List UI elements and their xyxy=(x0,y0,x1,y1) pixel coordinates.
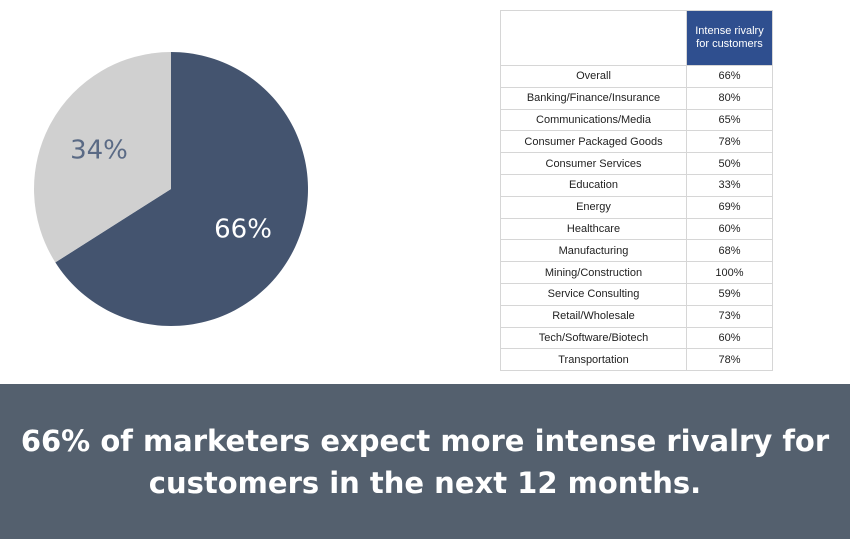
table-row: Communications/Media 65% xyxy=(500,108,773,132)
percentage-cell: 60% xyxy=(686,326,773,350)
percentage-cell: 66% xyxy=(686,65,773,88)
percentage-cell: 73% xyxy=(686,304,773,328)
table-row: Service Consulting 59% xyxy=(500,282,773,306)
caption-text: 66% of marketers expect more intense riv… xyxy=(20,423,830,500)
industry-cell: Transportation xyxy=(500,348,687,372)
table-row: Consumer Packaged Goods 78% xyxy=(500,130,773,154)
table-row: Overall 66% xyxy=(500,65,773,88)
pie-chart: 66% 34% xyxy=(33,52,309,326)
table-corner-cell xyxy=(500,10,687,66)
table-row: Banking/Finance/Insurance 80% xyxy=(500,86,773,110)
industry-cell: Tech/Software/Biotech xyxy=(500,326,687,350)
table-column-header: Intense rivalry for customers xyxy=(686,10,773,66)
industry-cell: Mining/Construction xyxy=(500,261,687,284)
industry-cell: Healthcare xyxy=(500,217,687,241)
percentage-cell: 68% xyxy=(686,239,773,263)
percentage-cell: 78% xyxy=(686,130,773,154)
rivalry-table: Intense rivalry for customers Overall 66%… xyxy=(500,10,773,372)
table-row: Healthcare 60% xyxy=(500,217,773,241)
industry-cell: Retail/Wholesale xyxy=(500,304,687,328)
table-row: Retail/Wholesale 73% xyxy=(500,304,773,328)
pie-slice xyxy=(55,52,309,326)
industry-cell: Communications/Media xyxy=(500,108,687,132)
pie-slice xyxy=(33,52,171,263)
percentage-cell: 59% xyxy=(686,282,773,306)
table-row: Tech/Software/Biotech 60% xyxy=(500,326,773,350)
percentage-cell: 78% xyxy=(686,348,773,372)
percentage-cell: 80% xyxy=(686,86,773,110)
percentage-cell: 50% xyxy=(686,152,773,175)
pie-slice-label: 34% xyxy=(70,135,128,165)
percentage-cell: 69% xyxy=(686,195,773,219)
caption-band: 66% of marketers expect more intense riv… xyxy=(0,384,850,539)
percentage-cell: 33% xyxy=(686,173,773,197)
table-row: Mining/Construction 100% xyxy=(500,261,773,284)
percentage-cell: 65% xyxy=(686,108,773,132)
table-row: Manufacturing 68% xyxy=(500,239,773,263)
industry-cell: Consumer Services xyxy=(500,152,687,175)
industry-cell: Consumer Packaged Goods xyxy=(500,130,687,154)
table-row: Energy 69% xyxy=(500,195,773,219)
percentage-cell: 60% xyxy=(686,217,773,241)
table-row: Transportation 78% xyxy=(500,348,773,372)
industry-cell: Banking/Finance/Insurance xyxy=(500,86,687,110)
industry-cell: Manufacturing xyxy=(500,239,687,263)
industry-cell: Service Consulting xyxy=(500,282,687,306)
industry-cell: Energy xyxy=(500,195,687,219)
table-row: Education 33% xyxy=(500,173,773,197)
table-row: Consumer Services 50% xyxy=(500,152,773,175)
table-header-row: Intense rivalry for customers xyxy=(500,10,773,66)
percentage-cell: 100% xyxy=(686,261,773,284)
pie-slice-label: 66% xyxy=(214,215,272,245)
industry-cell: Education xyxy=(500,173,687,197)
industry-cell: Overall xyxy=(500,65,687,88)
